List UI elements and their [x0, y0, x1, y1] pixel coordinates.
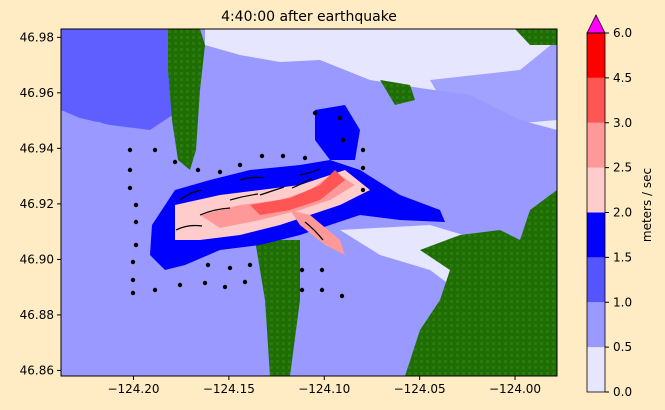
y-axis: 46.86 46.88 46.90 46.92 46.94 46.96 46.98 [20, 30, 61, 377]
colorbar-segment [587, 257, 605, 303]
velocity-point [340, 137, 346, 143]
x-tick-label: −124.15 [203, 382, 255, 396]
colorbar-segment [587, 212, 605, 258]
velocity-point [242, 279, 248, 285]
colorbar-tick-label: 0.5 [613, 340, 632, 354]
y-tick-label: 46.96 [20, 86, 54, 100]
velocity-point [152, 287, 158, 293]
velocity-point [202, 280, 208, 286]
colorbar-tick-label: 2.5 [613, 161, 632, 175]
velocity-point [222, 284, 228, 290]
colorbar-tick-label: 1.0 [613, 295, 632, 309]
land-southeast [405, 190, 557, 376]
velocity-point [127, 147, 133, 153]
region-25-3 [200, 172, 355, 228]
colorbar-extend-arrow [586, 14, 606, 34]
velocity-point [319, 267, 325, 273]
colorbar-tick-label: 4.5 [613, 71, 632, 85]
x-tick-label: −124.05 [394, 382, 446, 396]
velocity-point [360, 187, 366, 193]
colorbar-segment [587, 302, 605, 348]
velocity-point [133, 219, 139, 225]
map-plot-area [61, 29, 557, 376]
velocity-streak [199, 207, 231, 216]
velocity-point [130, 259, 136, 265]
colorbar-tick-label: 2.0 [613, 206, 632, 220]
colorbar-segment [587, 33, 605, 78]
y-tick-label: 46.94 [20, 141, 54, 155]
velocity-point [227, 265, 233, 271]
velocity-point [172, 159, 178, 165]
velocity-streak [229, 193, 259, 201]
velocity-point [133, 242, 139, 248]
axes-frame [60, 28, 558, 377]
y-tick-label: 46.92 [20, 197, 54, 211]
velocity-point [337, 115, 343, 121]
velocity-streak [304, 221, 324, 241]
velocity-point [133, 202, 139, 208]
region-15-2-north-bay [315, 105, 360, 160]
velocity-point [130, 277, 136, 283]
colorbar-segment [587, 167, 605, 213]
velocity-point [312, 110, 318, 116]
y-tick-label: 46.98 [20, 30, 54, 44]
velocity-point [302, 155, 308, 161]
x-tick-label: −124.10 [298, 382, 350, 396]
velocity-point [360, 165, 366, 171]
region-05-1-northeast [430, 40, 557, 125]
velocity-point [127, 167, 133, 173]
colorbar-segment [587, 347, 605, 392]
colorbar-label: meters / sec [640, 168, 654, 242]
land-northeast-corner [515, 29, 557, 45]
velocity-streak [291, 177, 313, 189]
land-north-spit [168, 29, 205, 170]
colorbar-tick-label: 0.0 [613, 385, 632, 399]
region-05-1-west [61, 120, 120, 300]
velocity-streak [179, 189, 203, 201]
x-tick-label: −124.20 [107, 382, 159, 396]
velocity-point [195, 167, 201, 173]
colorbar-segment [587, 122, 605, 168]
chart-title: 4:40:00 after earthquake [221, 9, 397, 25]
y-tick-label: 46.90 [20, 252, 54, 266]
colorbar-tick-label: 6.0 [613, 26, 632, 40]
velocity-point [299, 267, 305, 273]
colorbar-segment [587, 77, 605, 123]
velocity-streaks [175, 168, 324, 241]
x-tick-label: −124.00 [489, 382, 541, 396]
y-tick-label: 46.88 [20, 308, 54, 322]
velocity-streak [175, 224, 203, 231]
velocity-point [177, 282, 183, 288]
velocity-point [130, 290, 136, 296]
velocity-point [217, 169, 223, 175]
region-05-1-south [170, 255, 290, 376]
velocity-streak [299, 168, 321, 176]
velocity-point [237, 162, 243, 168]
velocity-point [280, 153, 286, 159]
velocity-point [319, 287, 325, 293]
velocity-point [339, 293, 345, 299]
velocity-point [152, 147, 158, 153]
velocity-point [360, 147, 366, 153]
y-tick-label: 46.86 [20, 363, 54, 377]
land-south-spit [255, 240, 300, 376]
x-axis: −124.20 −124.15 −124.10 −124.05 −124.00 [107, 376, 541, 396]
region-3-45 [250, 170, 345, 215]
velocity-streak [239, 176, 265, 181]
region-25-3-south-channel [290, 210, 345, 255]
region-0-05-north [205, 29, 557, 130]
velocity-point [299, 287, 305, 293]
colorbar-tick-label: 1.5 [613, 250, 632, 264]
velocity-point [127, 185, 133, 191]
velocity-streak [259, 186, 285, 196]
velocity-point [205, 262, 211, 268]
colorbar: 0.0 0.5 1.0 1.5 2.0 2.5 3.0 4.5 6.0 [586, 14, 632, 399]
velocity-point [247, 262, 253, 268]
region-1-15-northwest [61, 29, 180, 130]
velocity-point [259, 153, 265, 159]
land-islet [380, 80, 415, 105]
velocity-points [127, 110, 366, 299]
colorbar-tick-label: 3.0 [613, 116, 632, 130]
